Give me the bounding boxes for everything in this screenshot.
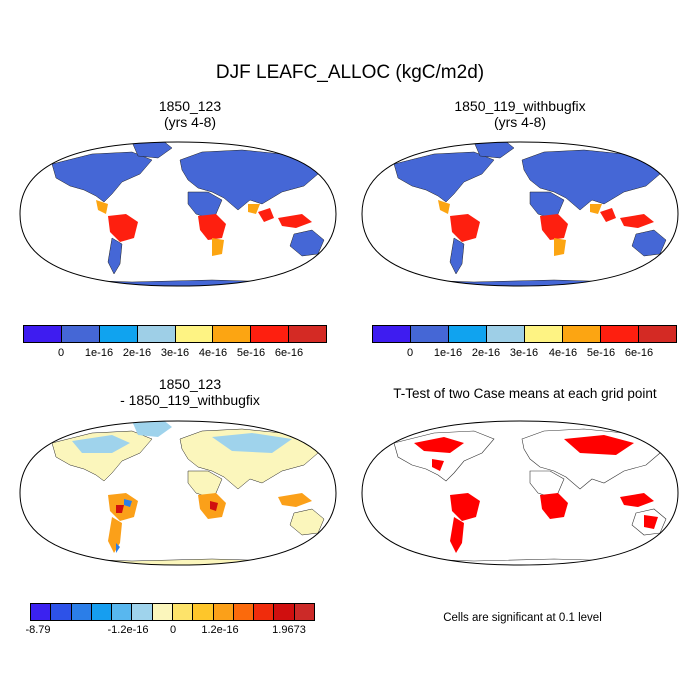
cb3-swatch-13: [294, 604, 314, 620]
cb3-swatch-10: [233, 604, 255, 620]
significance-note: Cells are significant at 0.1 level: [443, 612, 602, 624]
cb2-label-3: 3e-16: [509, 347, 539, 359]
land-mid: [438, 200, 602, 256]
cb3-swatch-7: [172, 604, 194, 620]
map-difference: [19, 420, 337, 566]
cb1-swatch-0: [24, 326, 62, 342]
cb2-swatch-4: [525, 326, 563, 342]
panel-1-title: 1850_123 (yrs 4-8): [30, 98, 350, 130]
cb2-swatch-3: [487, 326, 525, 342]
land-blue: [116, 499, 132, 553]
cb2-label-1: 1e-16: [433, 347, 463, 359]
cb1-swatch-6: [251, 326, 290, 342]
cb2-label-5: 5e-16: [586, 347, 616, 359]
significant-cells: [414, 435, 658, 553]
cb1-swatch-4: [175, 326, 214, 342]
cb3-swatch-5: [132, 604, 153, 620]
cb2-label-0: 0: [406, 347, 414, 359]
cb3-swatch-0: [31, 604, 52, 620]
cb1-label-6: 6e-16: [274, 347, 304, 359]
panel-1-title-line2: (yrs 4-8): [163, 114, 217, 130]
cb1-swatch-5: [213, 326, 252, 342]
cb2-label-4: 4e-16: [548, 347, 578, 359]
cb3-swatch-11: [254, 604, 275, 620]
figure-title: DJF LEAFC_ALLOC (kgC/m2d): [215, 62, 485, 83]
cb3-label-0: -8.79: [25, 624, 51, 636]
land-mid: [96, 200, 260, 256]
cb2-swatch-0: [373, 326, 411, 342]
cb2-swatch-6: [601, 326, 639, 342]
cb2-swatch-2: [449, 326, 487, 342]
cb2-label-2: 2e-16: [471, 347, 501, 359]
land-high: [450, 208, 654, 242]
map-case-2: [361, 141, 679, 287]
panel-3-title-line2: - 1850_119_withbugfix: [120, 392, 260, 408]
cb3-label-1: -1.2e-16: [107, 624, 149, 636]
cb1-swatch-2: [99, 326, 138, 342]
panel-3-title-line1: 1850_123: [158, 376, 222, 392]
cb1-label-3: 3e-16: [160, 347, 190, 359]
cb3-swatch-8: [193, 604, 214, 620]
cb3-swatch-9: [213, 604, 234, 620]
cb1-label-0: 0: [57, 347, 65, 359]
cb1-label-2: 2e-16: [122, 347, 152, 359]
cb1-label-5: 5e-16: [236, 347, 266, 359]
cb3-swatch-12: [274, 604, 295, 620]
cb3-swatch-2: [71, 604, 92, 620]
cb3-swatch-4: [112, 604, 133, 620]
cb1-swatch-3: [137, 326, 176, 342]
colorbar-case-1: [23, 325, 327, 343]
cb2-label-6: 6e-16: [624, 347, 654, 359]
cb3-label-4: 1.9673: [272, 624, 306, 636]
panel-2-title-line2: (yrs 4-8): [493, 114, 547, 130]
cb3-swatch-1: [51, 604, 72, 620]
land-strong: [116, 501, 218, 513]
panel-2-title: 1850_119_withbugfix (yrs 4-8): [360, 98, 680, 130]
panel-2-title-line1: 1850_119_withbugfix: [454, 98, 586, 114]
cb3-swatch-3: [91, 604, 113, 620]
map-case-1: [19, 141, 337, 287]
cb2-swatch-1: [411, 326, 449, 342]
colorbar-difference: [30, 603, 315, 621]
cb3-label-2: 0: [169, 624, 177, 636]
cb3-swatch-6: [152, 604, 173, 620]
cb1-label-4: 4e-16: [198, 347, 228, 359]
colorbar-case-2: [372, 325, 677, 343]
land-cool: [72, 421, 292, 453]
panel-1-title-line1: 1850_123: [158, 98, 222, 114]
cb3-label-3: 1.2e-16: [201, 624, 239, 636]
cb1-label-1: 1e-16: [84, 347, 114, 359]
map-ttest: [361, 420, 679, 566]
panel-4-title: T-Test of two Case means at each grid po…: [393, 386, 657, 401]
cb1-swatch-1: [61, 326, 100, 342]
cb2-swatch-7: [639, 326, 676, 342]
land-high: [108, 208, 312, 242]
cb2-swatch-5: [563, 326, 601, 342]
cb1-swatch-7: [289, 326, 326, 342]
panel-3-title: 1850_123 - 1850_119_withbugfix: [30, 376, 350, 408]
